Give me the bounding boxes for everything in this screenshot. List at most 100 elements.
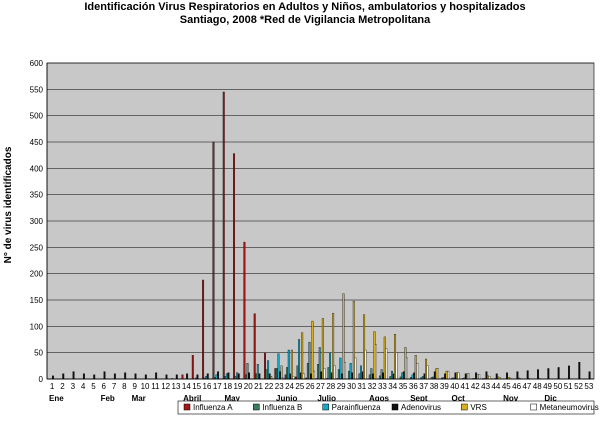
legend-swatch (461, 403, 468, 411)
bar-adenovirus (444, 373, 447, 380)
x-tick-label: 33 (378, 382, 387, 391)
bar-metaneumovirus (364, 349, 367, 380)
bar-metaneumovirus (436, 368, 439, 380)
x-tick-label: 49 (543, 382, 552, 391)
bar-vrs (383, 336, 386, 380)
bar-parainfluenza (236, 372, 239, 380)
y-tick-label: 600 (30, 59, 44, 68)
bar-adenovirus (51, 375, 54, 380)
month-label: Junio (276, 394, 297, 403)
bar-vrs (280, 365, 283, 380)
bar-influenza-a (202, 279, 205, 380)
bar-metaneumovirus (354, 357, 357, 380)
bar-adenovirus (320, 371, 323, 380)
bar-influenza-b (379, 375, 382, 380)
bar-metaneumovirus (405, 357, 408, 380)
x-tick-label: 34 (388, 382, 397, 391)
bar-parainfluenza (215, 374, 218, 380)
bar-influenza-a (181, 374, 184, 380)
x-tick-label: 8 (122, 382, 127, 391)
bar-parainfluenza (349, 363, 352, 380)
y-tick-label: 500 (30, 112, 44, 121)
x-tick-label: 37 (419, 382, 428, 391)
x-tick-label: 28 (326, 382, 335, 391)
bar-metaneumovirus (323, 368, 326, 380)
bar-parainfluenza (246, 363, 249, 380)
bar-adenovirus (258, 373, 261, 380)
bar-parainfluenza (298, 339, 301, 380)
x-tick-label: 30 (347, 382, 356, 391)
x-tick-label: 7 (112, 382, 117, 391)
x-tick-label: 36 (409, 382, 418, 391)
bar-metaneumovirus (333, 365, 336, 380)
bar-adenovirus (578, 361, 581, 380)
bar-adenovirus (433, 371, 436, 380)
x-tick-label: 2 (60, 382, 65, 391)
x-tick-label: 15 (192, 382, 201, 391)
bar-metaneumovirus (302, 373, 305, 380)
bar-parainfluenza (256, 364, 259, 380)
bar-adenovirus (289, 373, 292, 380)
y-tick-label: 50 (34, 349, 43, 358)
y-tick-label: 200 (30, 270, 44, 279)
y-tick-label: 350 (30, 191, 44, 200)
y-tick-label: 300 (30, 217, 44, 226)
x-tick-label: 51 (564, 382, 573, 391)
bar-adenovirus (557, 367, 560, 380)
bar-metaneumovirus (375, 344, 377, 380)
bar-influenza-b (275, 368, 278, 380)
bar-adenovirus (485, 371, 488, 380)
bar-vrs (301, 332, 304, 380)
month-label: Agos (369, 394, 390, 403)
x-tick-label: 39 (440, 382, 449, 391)
x-tick-label: 24 (285, 382, 294, 391)
bar-adenovirus (382, 372, 385, 380)
x-tick-label: 10 (141, 382, 150, 391)
x-tick-label: 25 (295, 382, 304, 391)
bar-parainfluenza (225, 373, 228, 380)
bar-adenovirus (340, 373, 343, 380)
x-tick-label: 22 (264, 382, 273, 391)
bar-metaneumovirus (478, 374, 481, 380)
bar-metaneumovirus (447, 370, 450, 380)
bar-metaneumovirus (426, 365, 429, 380)
x-tick-label: 42 (471, 382, 480, 391)
bar-adenovirus (568, 365, 570, 380)
bar-influenza-b (368, 374, 371, 380)
bar-parainfluenza (287, 349, 290, 380)
x-tick-label: 43 (481, 382, 490, 391)
x-tick-label: 23 (275, 382, 284, 391)
bar-metaneumovirus (313, 370, 315, 380)
legend-entry: Metaneumovirus (540, 403, 599, 412)
bar-parainfluenza (401, 372, 404, 380)
bar-influenza-b (327, 367, 330, 380)
bar-metaneumovirus (457, 372, 460, 380)
month-label: Dic (544, 394, 557, 403)
bar-adenovirus (547, 368, 550, 380)
x-tick-label: 27 (316, 382, 325, 391)
bar-adenovirus (206, 373, 209, 380)
bar-influenza-b (348, 370, 351, 380)
legend-swatch (183, 403, 191, 411)
bar-metaneumovirus (416, 363, 419, 380)
y-tick-label: 0 (39, 375, 44, 384)
bar-adenovirus (165, 374, 168, 380)
legend: Influenza A Influenza B Parainfluenza Adeno… (177, 400, 599, 415)
bar-adenovirus (124, 372, 127, 380)
x-tick-label: 31 (357, 382, 366, 391)
bar-metaneumovirus (385, 348, 388, 380)
bar-adenovirus (588, 371, 591, 380)
bar-vrs (311, 320, 314, 380)
bar-adenovirus (268, 373, 271, 380)
bar-adenovirus (279, 371, 281, 380)
bar-parainfluenza (329, 352, 331, 380)
bar-vrs (487, 375, 489, 380)
bar-vrs (445, 370, 448, 380)
bar-influenza-a (284, 374, 287, 380)
bar-influenza-b (337, 369, 340, 380)
bar-parainfluenza (267, 360, 270, 380)
x-tick-label: 38 (430, 382, 439, 391)
month-labels: Ene Feb Mar Abril May Junio Julio Agos Sept Oct No… (49, 394, 557, 403)
x-tick-label: 21 (254, 382, 263, 391)
bar-influenza-b (286, 367, 289, 380)
